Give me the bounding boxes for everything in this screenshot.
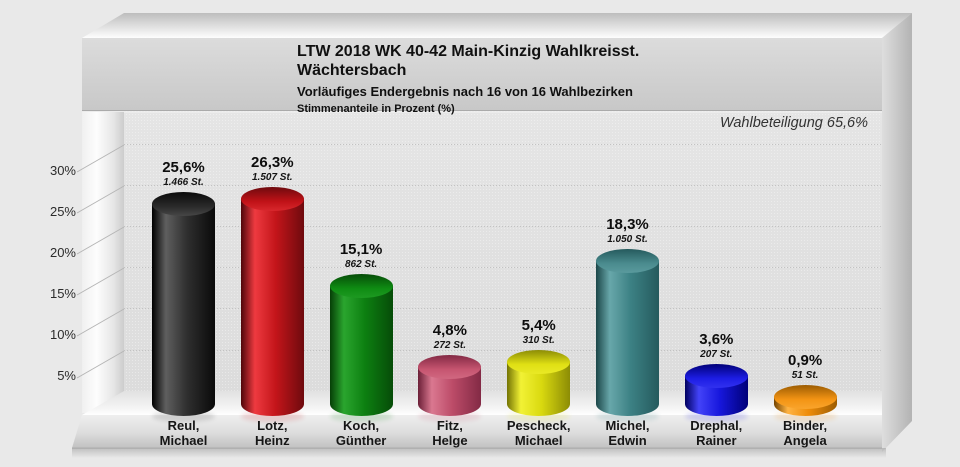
bar-percent: 25,6%: [162, 159, 205, 177]
bar-percent: 3,6%: [699, 330, 734, 348]
bar-reflection: [773, 411, 837, 422]
bar-cylinder-top: [684, 363, 748, 388]
turnout-label: Wahlbeteiligung 65,6%: [719, 115, 868, 131]
bar-reflection: [596, 411, 659, 422]
bar-votes: 207 St.: [700, 348, 733, 360]
candidate-name-lotz: Lotz, Heinz: [254, 418, 290, 448]
bar-percent: 4,8%: [432, 321, 467, 339]
bar-reflection: [418, 411, 482, 422]
bar-percent: 18,3%: [606, 216, 649, 234]
bar-cylinder-top: [507, 349, 571, 374]
y-tick-5: 5%: [57, 368, 76, 383]
candidate-name-koch: Koch, Günther: [335, 418, 387, 448]
chart-subtitle: Vorläufiges Endergebnis nach 16 von 16 W…: [297, 84, 633, 99]
bar-cylinder-top: [240, 186, 304, 211]
bar-cylinder-top: [152, 192, 215, 217]
candidate-name-drephal: Drephal, Rainer: [690, 418, 743, 448]
bar-pescheck-michael: 5,4% 310 St.: [484, 0, 594, 467]
bar-koch-guenther: 15,1% 862 St.: [306, 0, 416, 467]
bar-cylinder-top: [773, 384, 837, 409]
bar-percent: 5,4%: [521, 316, 556, 334]
candidate-name-michel: Michel, Edwin: [605, 418, 650, 448]
bar-votes: 1.466 St.: [163, 177, 204, 189]
y-tick-25: 25%: [49, 204, 76, 219]
y-tick-20: 20%: [49, 245, 76, 260]
bar-cylinder-top: [329, 274, 393, 299]
bar-votes: 272 St.: [433, 339, 467, 351]
y-tick-15: 15%: [49, 286, 76, 301]
bar-percent: 15,1%: [339, 241, 383, 259]
bar-cylinder: [152, 204, 215, 416]
bar-cylinder: [329, 286, 393, 416]
bar-value-label: 3,6% 207 St.: [661, 331, 771, 361]
bar-value-label: 5,4% 310 St.: [484, 317, 594, 347]
candidate-name-binder: Binder, Angela: [783, 418, 828, 448]
bar-value-label: 25,6% 1.466 St.: [129, 159, 239, 189]
y-tick-30: 30%: [49, 163, 76, 178]
bar-cylinder-top: [596, 249, 659, 274]
bar-value-label: 18,3% 1.050 St.: [573, 216, 683, 246]
bar-reflection: [507, 411, 571, 422]
bar-cylinder: [240, 198, 304, 416]
candidate-name-pescheck: Pescheck, Michael: [506, 418, 571, 448]
bar-votes: 1.507 St.: [252, 171, 293, 183]
bar-cylinder-top: [418, 354, 482, 379]
bar-fitz-helge: 4,8% 272 St.: [395, 0, 505, 467]
bar-reflection: [329, 411, 393, 422]
bar-value-label: 4,8% 272 St.: [395, 322, 505, 352]
bar-percent: 26,3%: [251, 153, 294, 171]
candidate-name-fitz: Fitz, Helge: [432, 418, 468, 448]
bar-binder-angela: 0,9% 51 St.: [750, 0, 860, 467]
bar-michel-edwin: 18,3% 1.050 St.: [573, 0, 683, 467]
chart-unit-note: Stimmenanteile in Prozent (%): [297, 103, 455, 115]
bar-votes: 310 St.: [522, 334, 555, 346]
chart-title-line2: Wächtersbach: [297, 62, 407, 79]
bar-votes: 1.050 St.: [607, 234, 648, 246]
bar-lotz-heinz: 26,3% 1.507 St.: [217, 0, 327, 467]
bar-value-label: 15,1% 862 St.: [306, 241, 416, 271]
bar-votes: 862 St.: [344, 259, 378, 271]
bar-value-label: 0,9% 51 St.: [750, 352, 860, 382]
chart-title-block: LTW 2018 WK 40-42 Main-Kinzig Wahlkreiss…: [297, 42, 639, 116]
candidate-name-reul: Reul, Michael: [159, 418, 208, 448]
bar-reflection: [152, 411, 215, 422]
y-tick-10: 10%: [49, 327, 76, 342]
bar-reflection: [684, 411, 748, 422]
bar-value-label: 26,3% 1.507 St.: [217, 154, 327, 184]
bar-votes: 51 St.: [791, 369, 819, 381]
bar-reflection: [240, 411, 304, 422]
bar-drephal-rainer: 3,6% 207 St.: [661, 0, 771, 467]
bar-percent: 0,9%: [787, 351, 823, 369]
bar-reul-michael: 25,6% 1.466 St.: [129, 0, 239, 467]
chart-title-line1: LTW 2018 WK 40-42 Main-Kinzig Wahlkreiss…: [297, 43, 640, 60]
bar-cylinder: [596, 261, 659, 416]
